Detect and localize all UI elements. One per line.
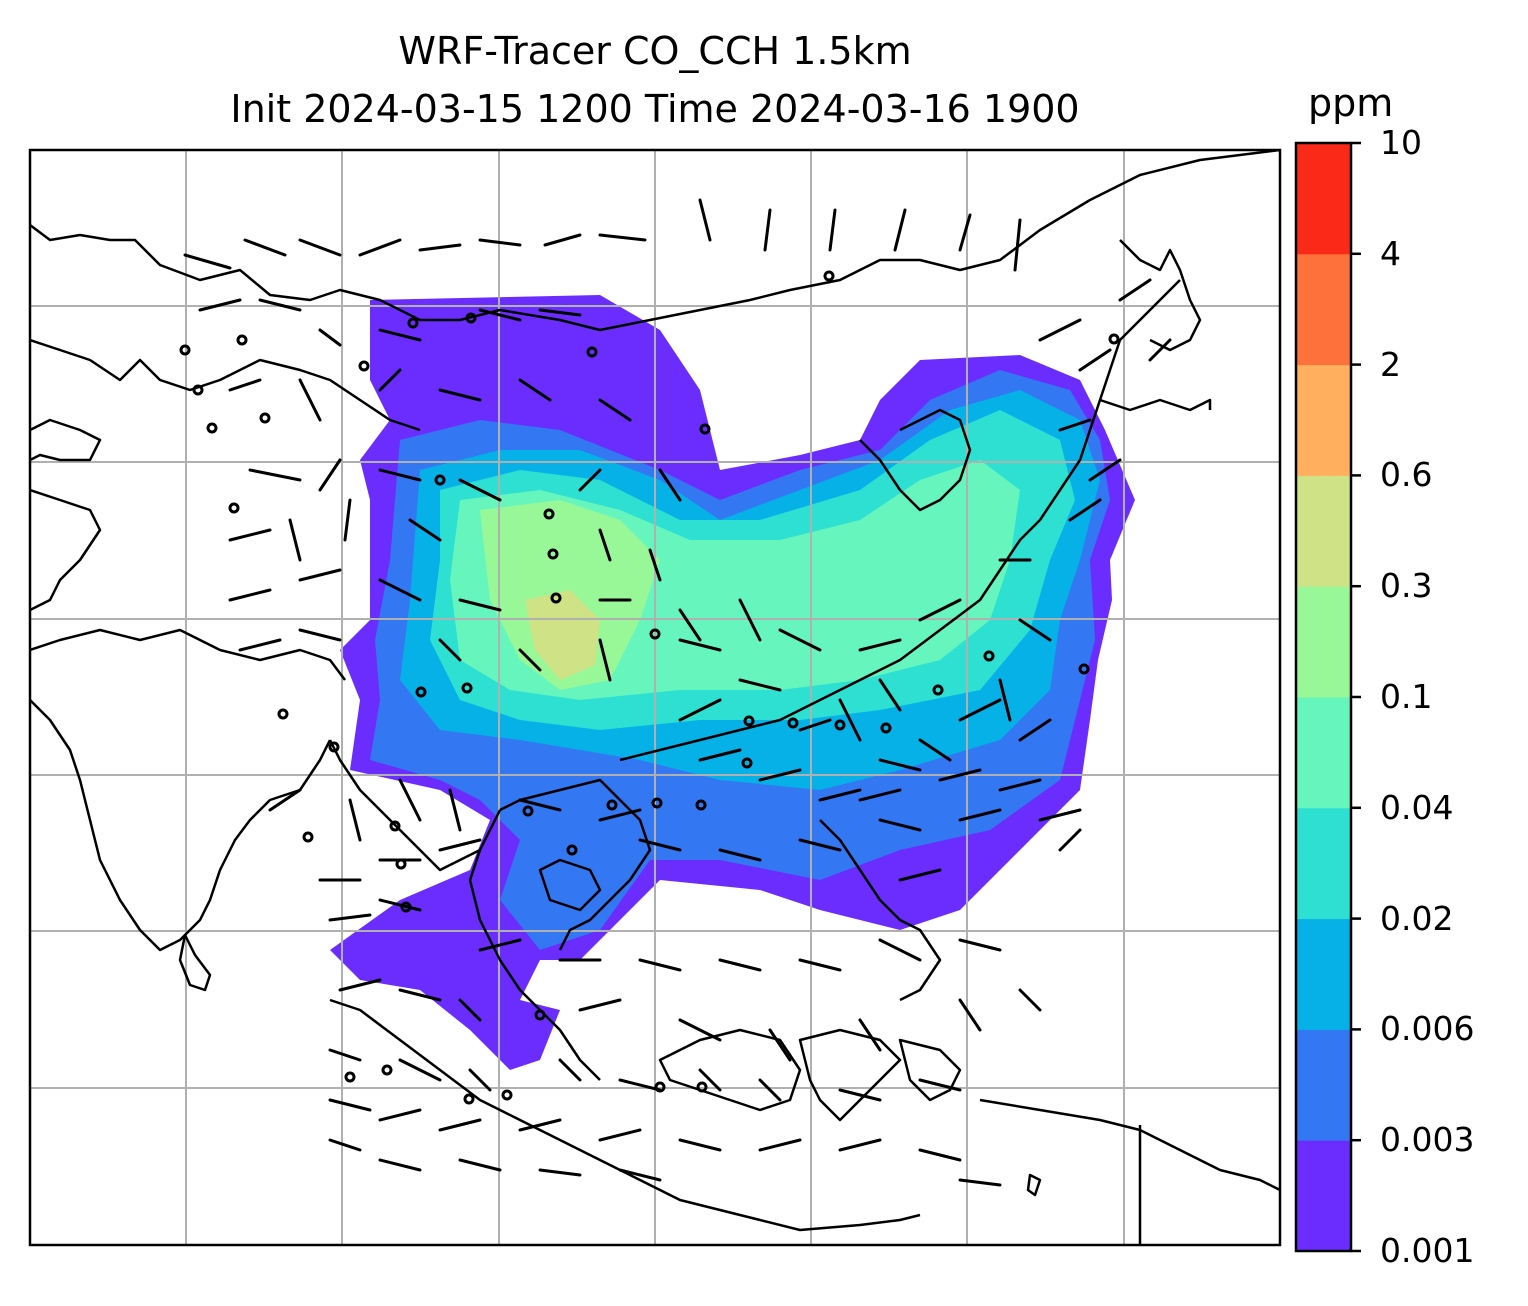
colorbar-tick-label: 0.6 [1380, 455, 1433, 495]
wind-barbs [183, 198, 1172, 1187]
colorbar-segment [1296, 807, 1351, 920]
colorbar-tick-label: 0.1 [1380, 677, 1433, 716]
map-frame [28, 148, 1282, 1247]
tracer-contour-0.3 [525, 590, 600, 680]
colorbar-segment [1296, 697, 1351, 809]
colorbar-tick-label: 4 [1380, 233, 1401, 273]
colorbar-tick-label: 0.006 [1380, 1009, 1475, 1049]
colorbar-segment [1296, 1140, 1351, 1252]
colorbar-unit: ppm [1308, 81, 1394, 125]
colorbar-segment [1296, 364, 1351, 476]
coastlines [30, 150, 1280, 1245]
map-title-line-2: Init 2024-03-15 1200 Time 2024-03-16 190… [230, 87, 1080, 131]
colorbar [1294, 141, 1361, 1253]
colorbar-tick-label: 0.003 [1380, 1120, 1475, 1160]
colorbar-segment [1296, 143, 1351, 255]
colorbar-segment [1296, 253, 1351, 366]
colorbar-segment [1296, 586, 1351, 698]
colorbar-tick-label: 10 [1380, 123, 1422, 162]
colorbar-segment [1296, 918, 1351, 1030]
map-plot-area [30, 150, 1280, 1245]
colorbar-tick-label: 0.04 [1380, 787, 1454, 827]
colorbar-tick-label: 0.02 [1380, 898, 1454, 938]
colorbar-tick-label: 0.3 [1380, 566, 1433, 606]
calm-wind-markers [179, 270, 1120, 1105]
colorbar-tick-label: 0.001 [1380, 1231, 1475, 1270]
map-title-line-1: WRF-Tracer CO_CCH 1.5km [398, 29, 912, 73]
colorbar-segment [1296, 475, 1351, 587]
colorbar-segment [1296, 1029, 1351, 1141]
colorbar-tick-label: 2 [1380, 344, 1401, 384]
tracer-field [330, 295, 1135, 1070]
